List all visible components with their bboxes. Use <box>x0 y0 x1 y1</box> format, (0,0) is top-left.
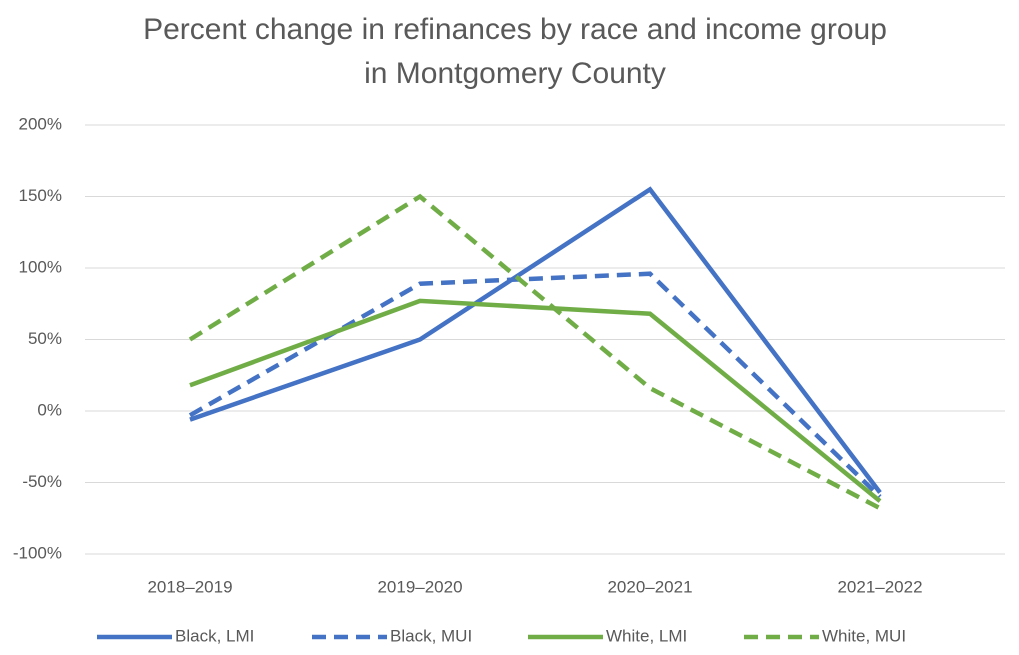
series-line <box>188 193 882 511</box>
y-tick-label: 150% <box>19 186 62 205</box>
series-line <box>188 271 882 499</box>
x-tick-label: 2018–2019 <box>147 577 232 596</box>
series-line <box>189 186 882 494</box>
x-tick-label: 2019–2020 <box>377 577 462 596</box>
y-tick-label: 50% <box>28 329 62 348</box>
y-tick-label: -100% <box>13 543 62 562</box>
legend-label: White, MUI <box>822 626 906 645</box>
series-line <box>189 298 882 503</box>
x-tick-label: 2020–2021 <box>607 577 692 596</box>
legend-label: White, LMI <box>606 626 687 645</box>
chart-title: Percent change in refinances by race and… <box>143 13 887 90</box>
y-tick-label: 100% <box>19 257 62 276</box>
legend-label: Black, LMI <box>175 626 254 645</box>
y-tick-label: 200% <box>19 114 62 133</box>
x-tick-label: 2021–2022 <box>837 577 922 596</box>
y-tick-label: -50% <box>22 472 62 491</box>
y-tick-label: 0% <box>37 400 62 419</box>
legend-label: Black, MUI <box>390 626 472 645</box>
